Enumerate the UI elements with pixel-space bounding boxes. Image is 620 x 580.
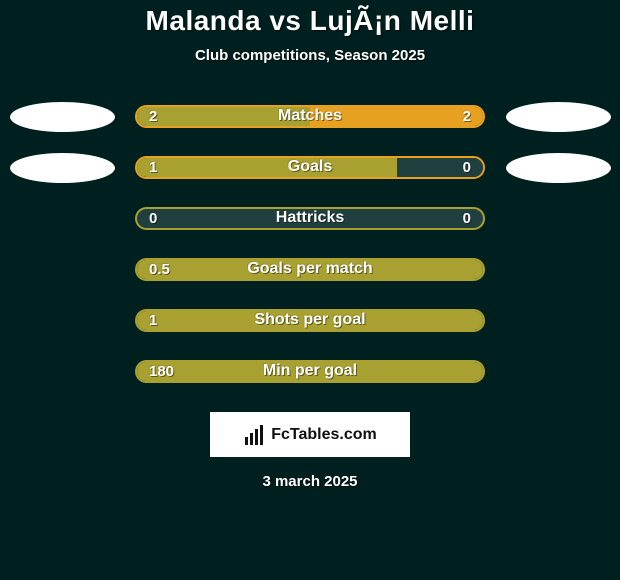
stat-value-left: 1 <box>149 311 157 330</box>
stat-label: Matches <box>278 107 342 126</box>
brand-chart-icon <box>243 423 267 447</box>
stat-bar: 180 Min per goal <box>135 360 485 383</box>
page-title: Malanda vs LujÃ¡n Melli <box>0 5 620 37</box>
stat-label: Hattricks <box>276 209 344 228</box>
stat-value-right: 0 <box>463 158 471 177</box>
stat-bar: 1 Goals 0 <box>135 156 485 179</box>
stat-label: Goals per match <box>247 260 372 279</box>
stat-value-left: 2 <box>149 107 157 126</box>
stat-value-left: 0 <box>149 209 157 228</box>
brand-badge: FcTables.com <box>210 412 410 457</box>
page-subtitle: Club competitions, Season 2025 <box>0 47 620 64</box>
stat-value-right: 0 <box>463 209 471 228</box>
team-logo-placeholder <box>506 153 611 183</box>
stat-value-left: 1 <box>149 158 157 177</box>
stat-bar: 2 Matches 2 <box>135 105 485 128</box>
footer-date: 3 march 2025 <box>0 473 620 490</box>
stat-row: 180 Min per goal <box>0 357 620 385</box>
stat-bar: 1 Shots per goal <box>135 309 485 332</box>
stat-label: Goals <box>288 158 332 177</box>
stat-bar: 0 Hattricks 0 <box>135 207 485 230</box>
team-left-oval <box>7 153 117 181</box>
stat-label: Shots per goal <box>254 311 365 330</box>
stat-bar: 0.5 Goals per match <box>135 258 485 281</box>
team-logo-placeholder <box>10 102 115 132</box>
brand-text: FcTables.com <box>271 426 377 444</box>
stat-row: 1 Shots per goal <box>0 306 620 334</box>
team-logo-placeholder <box>506 102 611 132</box>
stat-row: 0 Hattricks 0 <box>0 204 620 232</box>
stat-value-left: 180 <box>149 362 174 381</box>
infographic-container: Malanda vs LujÃ¡n Melli Club competition… <box>0 0 620 580</box>
stat-value-left: 0.5 <box>149 260 170 279</box>
stat-row: 2 Matches 2 <box>0 102 620 130</box>
team-right-oval <box>503 153 613 181</box>
team-logo-placeholder <box>10 153 115 183</box>
team-left-oval <box>7 102 117 130</box>
stat-row: 1 Goals 0 <box>0 153 620 181</box>
stat-row: 0.5 Goals per match <box>0 255 620 283</box>
stat-fill-left <box>137 158 397 177</box>
stats-area: 2 Matches 2 1 Goals 0 0 Hattricks 0 0.5 Goals per … <box>0 102 620 385</box>
team-right-oval <box>503 102 613 130</box>
stat-value-right: 2 <box>463 107 471 126</box>
stat-label: Min per goal <box>263 362 357 381</box>
